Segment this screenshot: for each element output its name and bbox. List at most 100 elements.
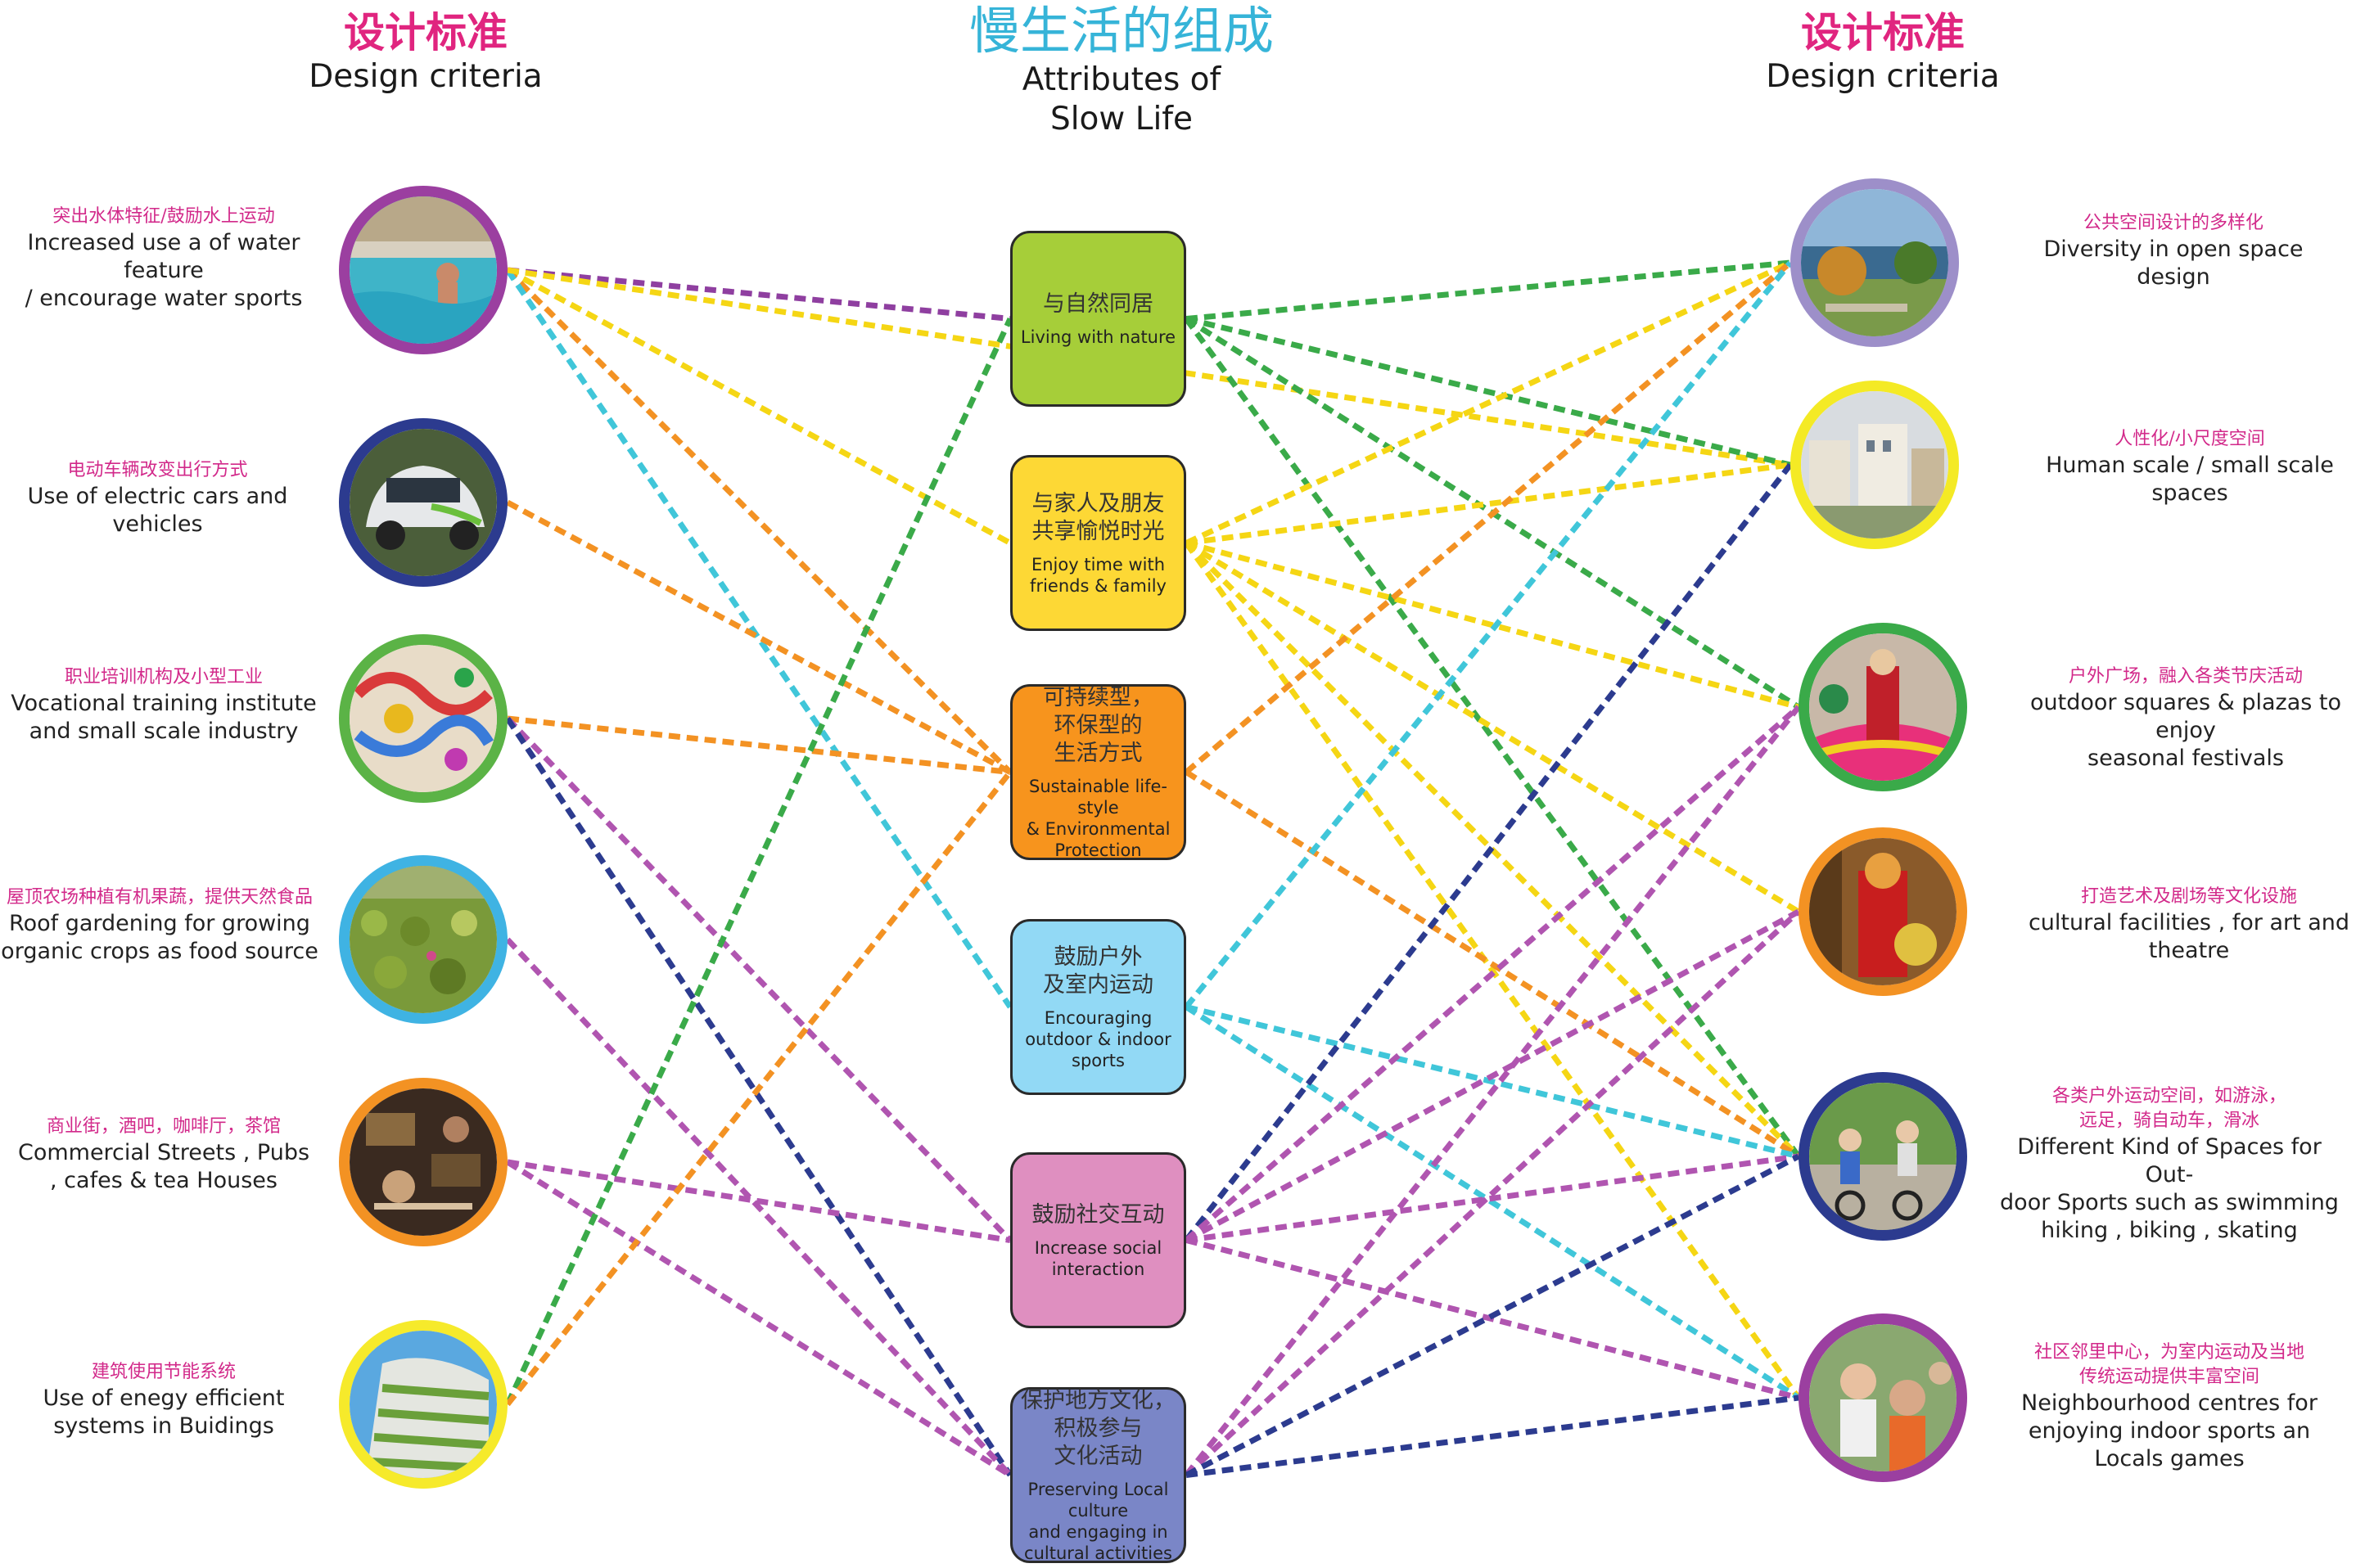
attribute-3-en: Sustainable life-style & Environmental P…: [1026, 776, 1171, 860]
left-label-4: 屋顶农场种植有机果蔬，提供天然食品 Roof gardening for gro…: [0, 885, 319, 966]
cyclists-photo: [1809, 1083, 1957, 1230]
connector-L4-A6: [505, 937, 1013, 1477]
connector-L3-A6: [505, 717, 1013, 1477]
center-header: 慢生活的组成 Attributes of Slow Life: [876, 2, 1367, 139]
connector-L3-A3: [507, 715, 1011, 775]
electric-car-photo: [350, 429, 497, 576]
center-header-zh: 慢生活的组成: [968, 1, 1274, 61]
left-label-6-en: Use of enegy efficient systems in Buidin…: [43, 1386, 285, 1439]
right-circle-1: [1790, 178, 1959, 347]
right-label-4: 打造艺术及剧场等文化设施 cultural facilities , for a…: [2006, 885, 2372, 965]
right-label-6-en: Neighbourhood centres for enjoying indoo…: [2021, 1390, 2318, 1471]
right-header-en: Design criteria: [1766, 58, 2000, 95]
attribute-2-zh: 与家人及朋友 共享愉悦时光: [1031, 490, 1165, 544]
right-label-3-en: outdoor squares & plazas to enjoy season…: [2029, 690, 2341, 771]
connector-A2-R4: [1185, 540, 1800, 914]
connector-A4-R1: [1184, 260, 1793, 1009]
connector-L2-A3: [506, 499, 1012, 775]
green-building-photo: [350, 1331, 497, 1478]
left-label-2-en: Use of electric cars and vehicles: [27, 484, 288, 537]
right-circle-5: [1799, 1072, 1967, 1241]
right-label-2-zh: 人性化/小尺度空间: [2114, 429, 2265, 449]
attribute-box-sustainable: 可持续型， 环保型的 生活方式 Sustainable life-style &…: [1010, 684, 1186, 860]
attribute-5-zh: 鼓励社交互动: [1031, 1201, 1165, 1228]
left-label-1-zh: 突出水体特征/鼓励水上运动: [52, 206, 275, 227]
attribute-1-en: Living with nature: [1020, 327, 1176, 347]
attribute-2-en: Enjoy time with friends & family: [1030, 554, 1167, 596]
right-header: 设计标准 Design criteria: [1703, 8, 2063, 97]
small-scale-street-photo: [1801, 391, 1948, 538]
right-label-3: 户外广场，融入各类节庆活动 outdoor squares & plazas t…: [2006, 665, 2366, 773]
connector-A4-R5: [1185, 1004, 1799, 1160]
connector-L1-A4: [505, 268, 1013, 1009]
left-label-3-zh: 职业培训机构及小型工业: [64, 667, 263, 687]
left-header-zh: 设计标准: [344, 9, 508, 56]
connector-A2-R3: [1185, 540, 1799, 710]
connector-A6-R3: [1184, 705, 1801, 1477]
left-circle-2: [339, 418, 508, 587]
left-label-3: 职业培训机构及小型工业 Vocational training institut…: [0, 665, 327, 746]
left-label-4-zh: 屋顶农场种植有机果蔬，提供天然食品: [6, 887, 313, 908]
connector-L3-A5: [505, 716, 1013, 1242]
connector-L1-A1: [507, 267, 1011, 322]
right-label-5-en: Different Kind of Spaces for Out- door S…: [2000, 1134, 2339, 1243]
attribute-box-living-with-nature: 与自然同居 Living with nature: [1010, 231, 1186, 407]
attribute-box-social-interaction: 鼓励社交互动 Increase social interaction: [1010, 1152, 1186, 1328]
connector-A2-R6: [1184, 541, 1801, 1400]
connector-A6-R5: [1185, 1153, 1800, 1478]
roof-garden-photo: [350, 866, 497, 1013]
left-header: 设计标准 Design criteria: [246, 8, 606, 97]
attribute-6-en: Preserving Local culture and engaging in…: [1024, 1479, 1172, 1563]
right-label-5-zh: 各类户外运动空间，如游泳， 远足，骑自动车，滑冰: [2051, 1086, 2286, 1131]
left-circle-3: [339, 634, 508, 803]
connector-A2-R2: [1185, 462, 1791, 546]
connector-A5-R6: [1185, 1237, 1799, 1401]
connector-A6-R6: [1185, 1395, 1799, 1478]
connector-L6-A1: [504, 318, 1013, 1406]
left-circle-1: [339, 186, 508, 354]
connector-A3-R5: [1185, 769, 1800, 1159]
right-label-6: 社区邻里中心，为室内运动及当地 传统运动提供丰富空间 Neighbourhood…: [1989, 1340, 2349, 1473]
left-label-4-en: Roof gardening for growing organic crops…: [1, 911, 318, 964]
festival-photo: [1809, 633, 1957, 781]
left-circle-6: [339, 1320, 508, 1489]
attribute-box-local-culture: 保护地方文化， 积极参与 文化活动 Preserving Local cultu…: [1010, 1387, 1186, 1563]
connector-L5-A5: [507, 1159, 1011, 1243]
left-header-en: Design criteria: [309, 58, 543, 95]
pool-photo: [350, 196, 497, 344]
attribute-6-zh: 保护地方文化， 积极参与 文化活动: [1021, 1387, 1176, 1469]
lake-park-photo: [1801, 189, 1948, 336]
attribute-5-en: Increase social interaction: [1034, 1237, 1162, 1279]
right-label-3-zh: 户外广场，融入各类节庆活动: [2068, 666, 2303, 687]
connector-A5-R5: [1185, 1153, 1799, 1243]
right-label-2: 人性化/小尺度空间 Human scale / small scale spac…: [2006, 427, 2374, 507]
left-label-5-en: Commercial Streets , Pubs , cafes & tea …: [17, 1140, 310, 1193]
right-label-2-en: Human scale / small scale spaces: [2046, 453, 2334, 506]
connector-A5-R3: [1184, 705, 1801, 1243]
right-circle-3: [1799, 623, 1967, 791]
center-header-en: Attributes of Slow Life: [1022, 61, 1221, 137]
left-label-2: 电动车辆改变出行方式 Use of electric cars and vehi…: [0, 458, 315, 538]
attribute-box-sports: 鼓励户外 及室内运动 Encouraging outdoor & indoor …: [1010, 919, 1186, 1095]
connector-A4-R6: [1185, 1004, 1800, 1400]
opera-performer-photo: [1809, 838, 1957, 985]
attribute-4-zh: 鼓励户外 及室内运动: [1043, 944, 1153, 998]
attribute-3-zh: 可持续型， 环保型的 生活方式: [1043, 684, 1153, 766]
connector-A5-R4: [1185, 908, 1800, 1243]
attribute-box-enjoy-time: 与家人及朋友 共享愉悦时光 Enjoy time with friends & …: [1010, 455, 1186, 631]
right-label-1-en: Diversity in open space design: [2043, 237, 2304, 290]
paper-cut-dragon-photo: [350, 645, 497, 792]
left-label-1: 突出水体特征/鼓励水上运动 Increased use a of water f…: [0, 205, 327, 313]
right-header-zh: 设计标准: [1801, 9, 1965, 56]
right-circle-6: [1799, 1313, 1967, 1482]
cafe-photo: [350, 1088, 497, 1236]
attribute-1-zh: 与自然同居: [1043, 291, 1153, 317]
connector-L1-A3: [505, 268, 1013, 774]
right-label-4-zh: 打造艺术及剧场等文化设施: [2080, 886, 2297, 907]
connector-A6-R4: [1184, 909, 1801, 1478]
left-label-1-en: Increased use a of water feature / encou…: [25, 230, 303, 311]
connector-A1-R5: [1184, 317, 1801, 1159]
right-label-1: 公共空间设计的多样化 Diversity in open space desig…: [2006, 211, 2341, 291]
left-label-5-zh: 商业街，酒吧，咖啡厅，茶馆: [46, 1116, 281, 1137]
